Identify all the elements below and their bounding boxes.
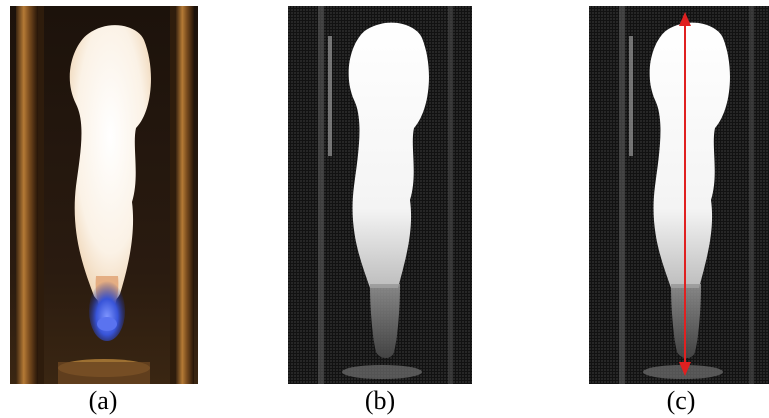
flame-image-with-length-arrow-graphic <box>589 6 769 384</box>
panel-caption-c: (c) <box>666 386 696 415</box>
flame-photo-color <box>10 6 198 384</box>
panel-caption-b: (b) <box>364 386 396 415</box>
flame-length-arrow <box>679 12 691 376</box>
flame-image-grayscale <box>288 6 472 384</box>
panel-caption-a: (a) <box>88 386 118 415</box>
flame-image-with-length-arrow <box>589 6 769 384</box>
flame-image-grayscale-graphic <box>288 6 472 384</box>
flame-photo-color-graphic <box>10 6 198 384</box>
